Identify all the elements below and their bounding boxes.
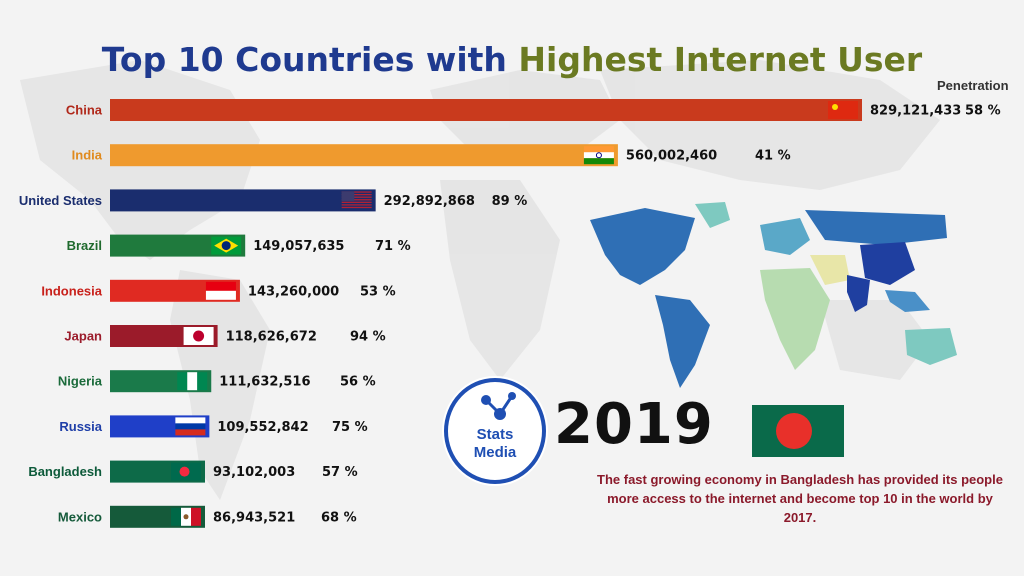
penetration-label: 71 % bbox=[375, 239, 411, 254]
penetration-label: 94 % bbox=[350, 330, 386, 345]
nigeria-flag bbox=[177, 372, 208, 391]
value-label: 118,626,672 bbox=[226, 330, 317, 345]
value-label: 143,260,000 bbox=[248, 284, 339, 299]
usa-flag bbox=[341, 191, 372, 209]
world-map-choropleth bbox=[590, 202, 957, 388]
map-greenland bbox=[695, 202, 730, 228]
chart-title: Top 10 Countries with Highest Internet U… bbox=[0, 40, 1024, 79]
bar-row: Japan 118,626,672 94 % bbox=[64, 325, 386, 347]
bar bbox=[110, 189, 376, 212]
logo-text-stats: Stats bbox=[476, 426, 514, 443]
value-label: 829,121,433 bbox=[870, 104, 961, 119]
bar bbox=[110, 99, 862, 121]
map-africa bbox=[760, 268, 830, 370]
map-europe bbox=[760, 218, 810, 255]
map-middle-east bbox=[810, 255, 850, 285]
russia-flag bbox=[175, 417, 206, 436]
title-part-2: Highest Internet User bbox=[518, 40, 923, 79]
penetration-label: 89 % bbox=[492, 194, 528, 209]
china-flag bbox=[828, 101, 858, 119]
penetration-label: 53 % bbox=[360, 284, 396, 299]
title-part-1: Top 10 Countries with bbox=[101, 40, 507, 79]
category-label: China bbox=[66, 103, 103, 118]
category-label: United States bbox=[19, 193, 102, 208]
bars-group: China 829,121,433 58 % India 560,002,460 41 %… bbox=[19, 99, 1001, 528]
penetration-label: 58 % bbox=[965, 104, 1001, 119]
bar-row: India 560,002,460 41 % bbox=[72, 144, 791, 167]
penetration-label: 75 % bbox=[332, 420, 368, 435]
network-icon bbox=[481, 392, 516, 420]
bar-row: United States 292,892,868 89 % bbox=[19, 189, 528, 212]
category-label: Nigeria bbox=[58, 374, 103, 389]
bar-row: Brazil 149,057,635 71 % bbox=[67, 234, 411, 257]
map-south-america bbox=[655, 295, 710, 388]
bar bbox=[110, 144, 618, 167]
value-label: 109,552,842 bbox=[217, 420, 308, 435]
category-label: Bangladesh bbox=[28, 464, 102, 479]
mexico-flag bbox=[171, 507, 201, 526]
category-label: Russia bbox=[59, 419, 102, 434]
caption-text: The fast growing economy in Bangladesh h… bbox=[597, 472, 1003, 525]
bangladesh-flag-large bbox=[752, 405, 844, 457]
bar-row: Nigeria 111,632,516 56 % bbox=[58, 370, 376, 393]
map-russia bbox=[805, 210, 947, 245]
year-label: 2019 bbox=[554, 392, 714, 457]
category-label: India bbox=[72, 148, 103, 163]
category-label: Brazil bbox=[67, 238, 102, 253]
bar-row: China 829,121,433 58 % bbox=[66, 99, 1001, 121]
brazil-flag bbox=[211, 236, 242, 255]
indonesia-flag bbox=[205, 281, 236, 300]
category-label: Indonesia bbox=[41, 283, 102, 298]
penetration-label: 41 % bbox=[755, 149, 791, 164]
value-label: 93,102,003 bbox=[213, 465, 295, 480]
bangladesh-flag-disc bbox=[776, 413, 812, 449]
value-label: 149,057,635 bbox=[253, 239, 344, 254]
penetration-label: 56 % bbox=[340, 375, 376, 390]
value-label: 86,943,521 bbox=[213, 510, 295, 525]
value-label: 292,892,868 bbox=[384, 194, 475, 209]
map-north-america bbox=[590, 208, 695, 285]
value-label: 560,002,460 bbox=[626, 149, 717, 164]
map-australia bbox=[905, 328, 957, 365]
map-india bbox=[847, 275, 870, 312]
bar-row: Bangladesh 93,102,003 57 % bbox=[28, 460, 358, 483]
map-southeast-asia bbox=[885, 290, 930, 312]
japan-flag bbox=[183, 327, 214, 345]
bangladesh-flag bbox=[171, 462, 201, 481]
india-flag bbox=[583, 146, 614, 165]
penetration-header: Penetration bbox=[937, 78, 1009, 93]
bar-row: Russia 109,552,842 75 % bbox=[59, 415, 368, 438]
category-label: Japan bbox=[64, 329, 102, 344]
bar-row: Indonesia 143,260,000 53 % bbox=[41, 279, 396, 302]
penetration-label: 57 % bbox=[322, 465, 358, 480]
penetration-label: 68 % bbox=[321, 510, 357, 525]
value-label: 111,632,516 bbox=[219, 375, 310, 390]
bar-row: Mexico 86,943,521 68 % bbox=[58, 505, 357, 528]
logo-text-media: Media bbox=[473, 444, 517, 461]
category-label: Mexico bbox=[58, 509, 102, 524]
stats-media-logo: Stats Media bbox=[444, 378, 546, 484]
map-china bbox=[860, 242, 915, 285]
